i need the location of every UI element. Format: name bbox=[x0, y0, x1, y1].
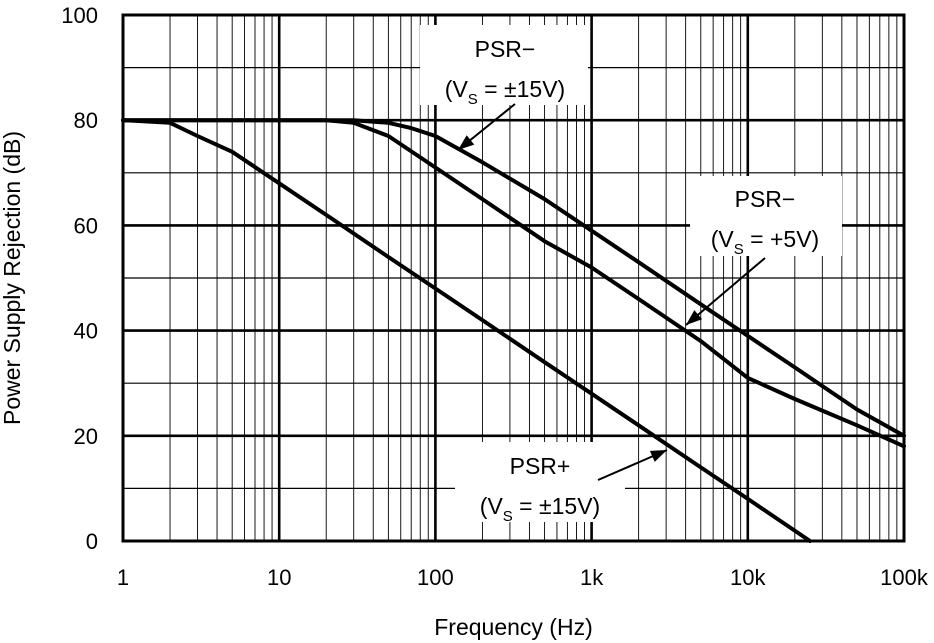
series-lines bbox=[121, 118, 906, 543]
series-annotation: PSR− (VS = ±15V) bbox=[420, 25, 588, 151]
y-tick-labels: 0 20 40 60 80 100 bbox=[61, 3, 98, 554]
y-tick-label: 20 bbox=[74, 424, 98, 449]
series-annotation: PSR+ (VS = ±15V) bbox=[455, 442, 668, 525]
annotation-background bbox=[690, 176, 842, 256]
annotations: PSR− (VS = ±15V) PSR− (VS = +5V) PSR+ (VS = ±… bbox=[420, 25, 842, 525]
annotation-arrow-head bbox=[458, 135, 475, 150]
annotation-background bbox=[455, 442, 625, 522]
annotation-label: PSR− bbox=[475, 36, 536, 62]
annotation-condition: (VS = ±15V) bbox=[445, 76, 565, 108]
y-tick-label: 40 bbox=[74, 319, 98, 344]
x-tick-label: 1k bbox=[580, 565, 604, 590]
annotation-label: PSR− bbox=[735, 186, 796, 212]
series-annotation: PSR− (VS = +5V) bbox=[685, 176, 842, 326]
x-tick-label: 1 bbox=[117, 565, 129, 590]
plot-frame bbox=[121, 13, 906, 543]
y-axis-title: Power Supply Rejection (dB) bbox=[0, 131, 25, 425]
series-line bbox=[121, 118, 906, 449]
annotation-condition: (VS = +5V) bbox=[711, 226, 819, 258]
x-tick-label: 100 bbox=[417, 565, 454, 590]
annotation-arrow-line bbox=[685, 257, 766, 326]
y-tick-label: 100 bbox=[61, 3, 98, 28]
x-tick-label: 10k bbox=[730, 565, 766, 590]
series-line bbox=[121, 118, 812, 543]
x-tick-label: 100k bbox=[880, 565, 929, 590]
annotation-condition: (VS = ±15V) bbox=[480, 493, 600, 525]
annotation-background bbox=[420, 25, 588, 105]
series-line bbox=[121, 118, 906, 438]
y-tick-label: 60 bbox=[74, 213, 98, 238]
annotation-arrow-head bbox=[686, 310, 703, 325]
x-axis-title: Frequency (Hz) bbox=[434, 614, 592, 640]
x-tick-label: 10 bbox=[267, 565, 291, 590]
y-tick-label: 0 bbox=[86, 529, 98, 554]
annotation-arrow-head bbox=[649, 450, 667, 462]
x-tick-labels: 1 10 100 1k 10k 100k bbox=[117, 565, 929, 590]
annotation-label: PSR+ bbox=[510, 453, 571, 479]
y-tick-label: 80 bbox=[74, 108, 98, 133]
